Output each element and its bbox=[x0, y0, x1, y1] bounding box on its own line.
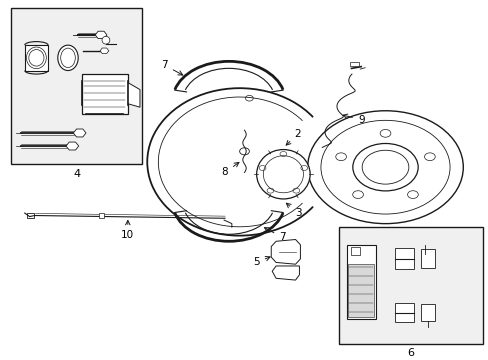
Circle shape bbox=[352, 191, 363, 198]
Ellipse shape bbox=[58, 45, 78, 71]
Bar bbox=[81, 74, 127, 114]
Text: 5: 5 bbox=[253, 257, 269, 267]
Bar bbox=[350, 62, 359, 66]
Text: 3: 3 bbox=[286, 203, 301, 218]
Polygon shape bbox=[127, 82, 140, 107]
Bar bbox=[99, 213, 104, 219]
Ellipse shape bbox=[256, 149, 309, 199]
Text: 7: 7 bbox=[161, 60, 183, 75]
Bar bbox=[25, 45, 48, 71]
Circle shape bbox=[307, 111, 462, 224]
Text: 10: 10 bbox=[121, 220, 134, 240]
Polygon shape bbox=[272, 266, 299, 280]
Bar bbox=[339, 227, 482, 343]
Bar bbox=[394, 248, 413, 270]
Text: 6: 6 bbox=[407, 348, 414, 359]
Text: 9: 9 bbox=[343, 114, 364, 125]
Polygon shape bbox=[271, 239, 300, 264]
Circle shape bbox=[379, 130, 390, 137]
Bar bbox=[347, 264, 373, 317]
Bar bbox=[394, 303, 413, 323]
Bar bbox=[11, 8, 142, 164]
Circle shape bbox=[424, 153, 434, 161]
Circle shape bbox=[352, 144, 417, 191]
Bar bbox=[346, 245, 375, 319]
Circle shape bbox=[335, 153, 346, 161]
Text: 8: 8 bbox=[221, 162, 239, 177]
Bar bbox=[27, 213, 34, 219]
Ellipse shape bbox=[102, 36, 110, 44]
Bar bbox=[420, 304, 434, 321]
Bar bbox=[351, 247, 360, 255]
Text: 7: 7 bbox=[264, 228, 285, 242]
Bar bbox=[420, 249, 434, 268]
Text: 1: 1 bbox=[285, 162, 299, 172]
Circle shape bbox=[239, 148, 249, 155]
Circle shape bbox=[407, 191, 417, 198]
Text: 2: 2 bbox=[285, 129, 301, 145]
Text: 4: 4 bbox=[73, 169, 80, 179]
